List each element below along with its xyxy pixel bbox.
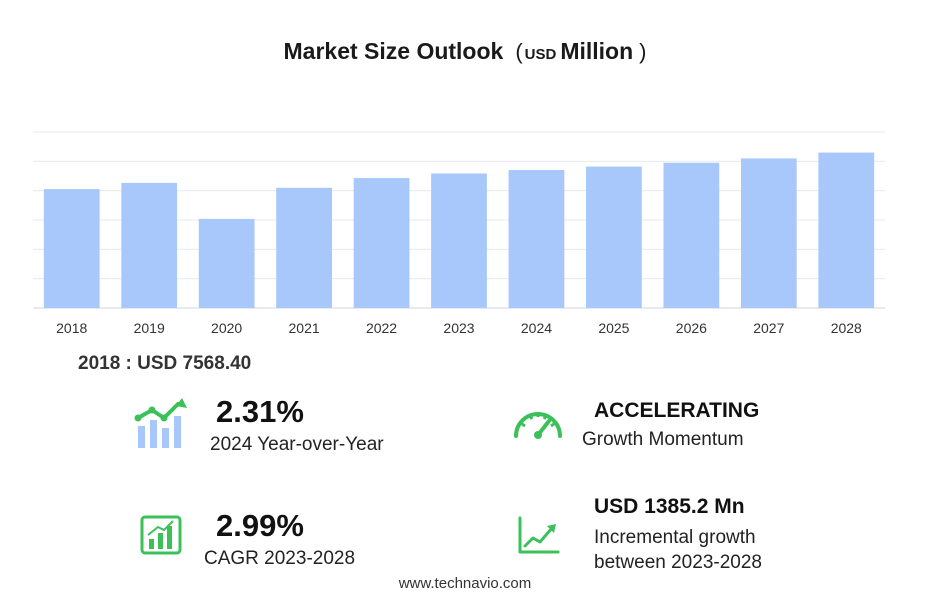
incremental-label-1: Incremental growth bbox=[594, 527, 756, 548]
title-close-paren: ) bbox=[639, 39, 647, 64]
title-main: Market Size Outlook bbox=[283, 38, 504, 64]
bar-2026 bbox=[663, 162, 720, 308]
bars bbox=[43, 152, 875, 308]
momentum-value: ACCELERATING bbox=[594, 399, 760, 422]
x-tick-label: 2022 bbox=[366, 320, 397, 336]
x-tick-label: 2028 bbox=[831, 320, 862, 336]
x-tick-label: 2027 bbox=[753, 320, 784, 336]
x-tick-label: 2023 bbox=[443, 320, 474, 336]
title-unit-word: Million bbox=[560, 38, 634, 64]
x-tick-label: 2020 bbox=[211, 320, 242, 336]
line-growth-icon bbox=[518, 516, 560, 554]
bar-trend-icon bbox=[134, 398, 187, 448]
yoy-label: 2024 Year-over-Year bbox=[210, 434, 384, 455]
x-tick-labels: 2018 2019 2020 2021 2022 2023 2024 2025 2026 2027… bbox=[56, 320, 862, 336]
incremental-value: USD 1385.2 Mn bbox=[594, 495, 745, 518]
bar-2020 bbox=[198, 218, 255, 308]
bar-2018 bbox=[43, 189, 100, 308]
bar-2027 bbox=[740, 158, 797, 308]
growth-bars-icon bbox=[140, 515, 182, 555]
source-footer: www.technavio.com bbox=[398, 575, 532, 592]
cagr-label: CAGR 2023-2028 bbox=[204, 548, 356, 569]
x-tick-label: 2026 bbox=[676, 320, 707, 336]
speedometer-icon bbox=[514, 412, 562, 439]
x-tick-label: 2019 bbox=[134, 320, 165, 336]
chart-title: Market Size Outlook (USD Million) bbox=[0, 38, 930, 65]
x-tick-label: 2021 bbox=[289, 320, 320, 336]
bar-2028 bbox=[818, 152, 875, 308]
bar-2025 bbox=[586, 166, 642, 308]
x-tick-label: 2018 bbox=[56, 320, 87, 336]
momentum-label: Growth Momentum bbox=[582, 429, 744, 450]
title-unit: USD bbox=[524, 46, 557, 63]
bar-2023 bbox=[431, 173, 487, 308]
bar-2019 bbox=[121, 182, 178, 308]
bar-2022 bbox=[353, 178, 410, 308]
cagr-value: 2.99% bbox=[216, 508, 304, 543]
incremental-label-2: between 2023-2028 bbox=[594, 552, 762, 573]
bar-2021 bbox=[276, 187, 332, 308]
x-tick-label: 2024 bbox=[521, 320, 552, 336]
yoy-value: 2.31% bbox=[216, 394, 304, 429]
bar-chart: 2018 2019 2020 2021 2022 2023 2024 2025 2026 2027… bbox=[33, 131, 885, 336]
title-open-paren: ( bbox=[515, 39, 523, 64]
bar-2024 bbox=[508, 170, 565, 308]
base-year-value: 2018 : USD 7568.40 bbox=[78, 353, 252, 374]
x-tick-label: 2025 bbox=[598, 320, 629, 336]
